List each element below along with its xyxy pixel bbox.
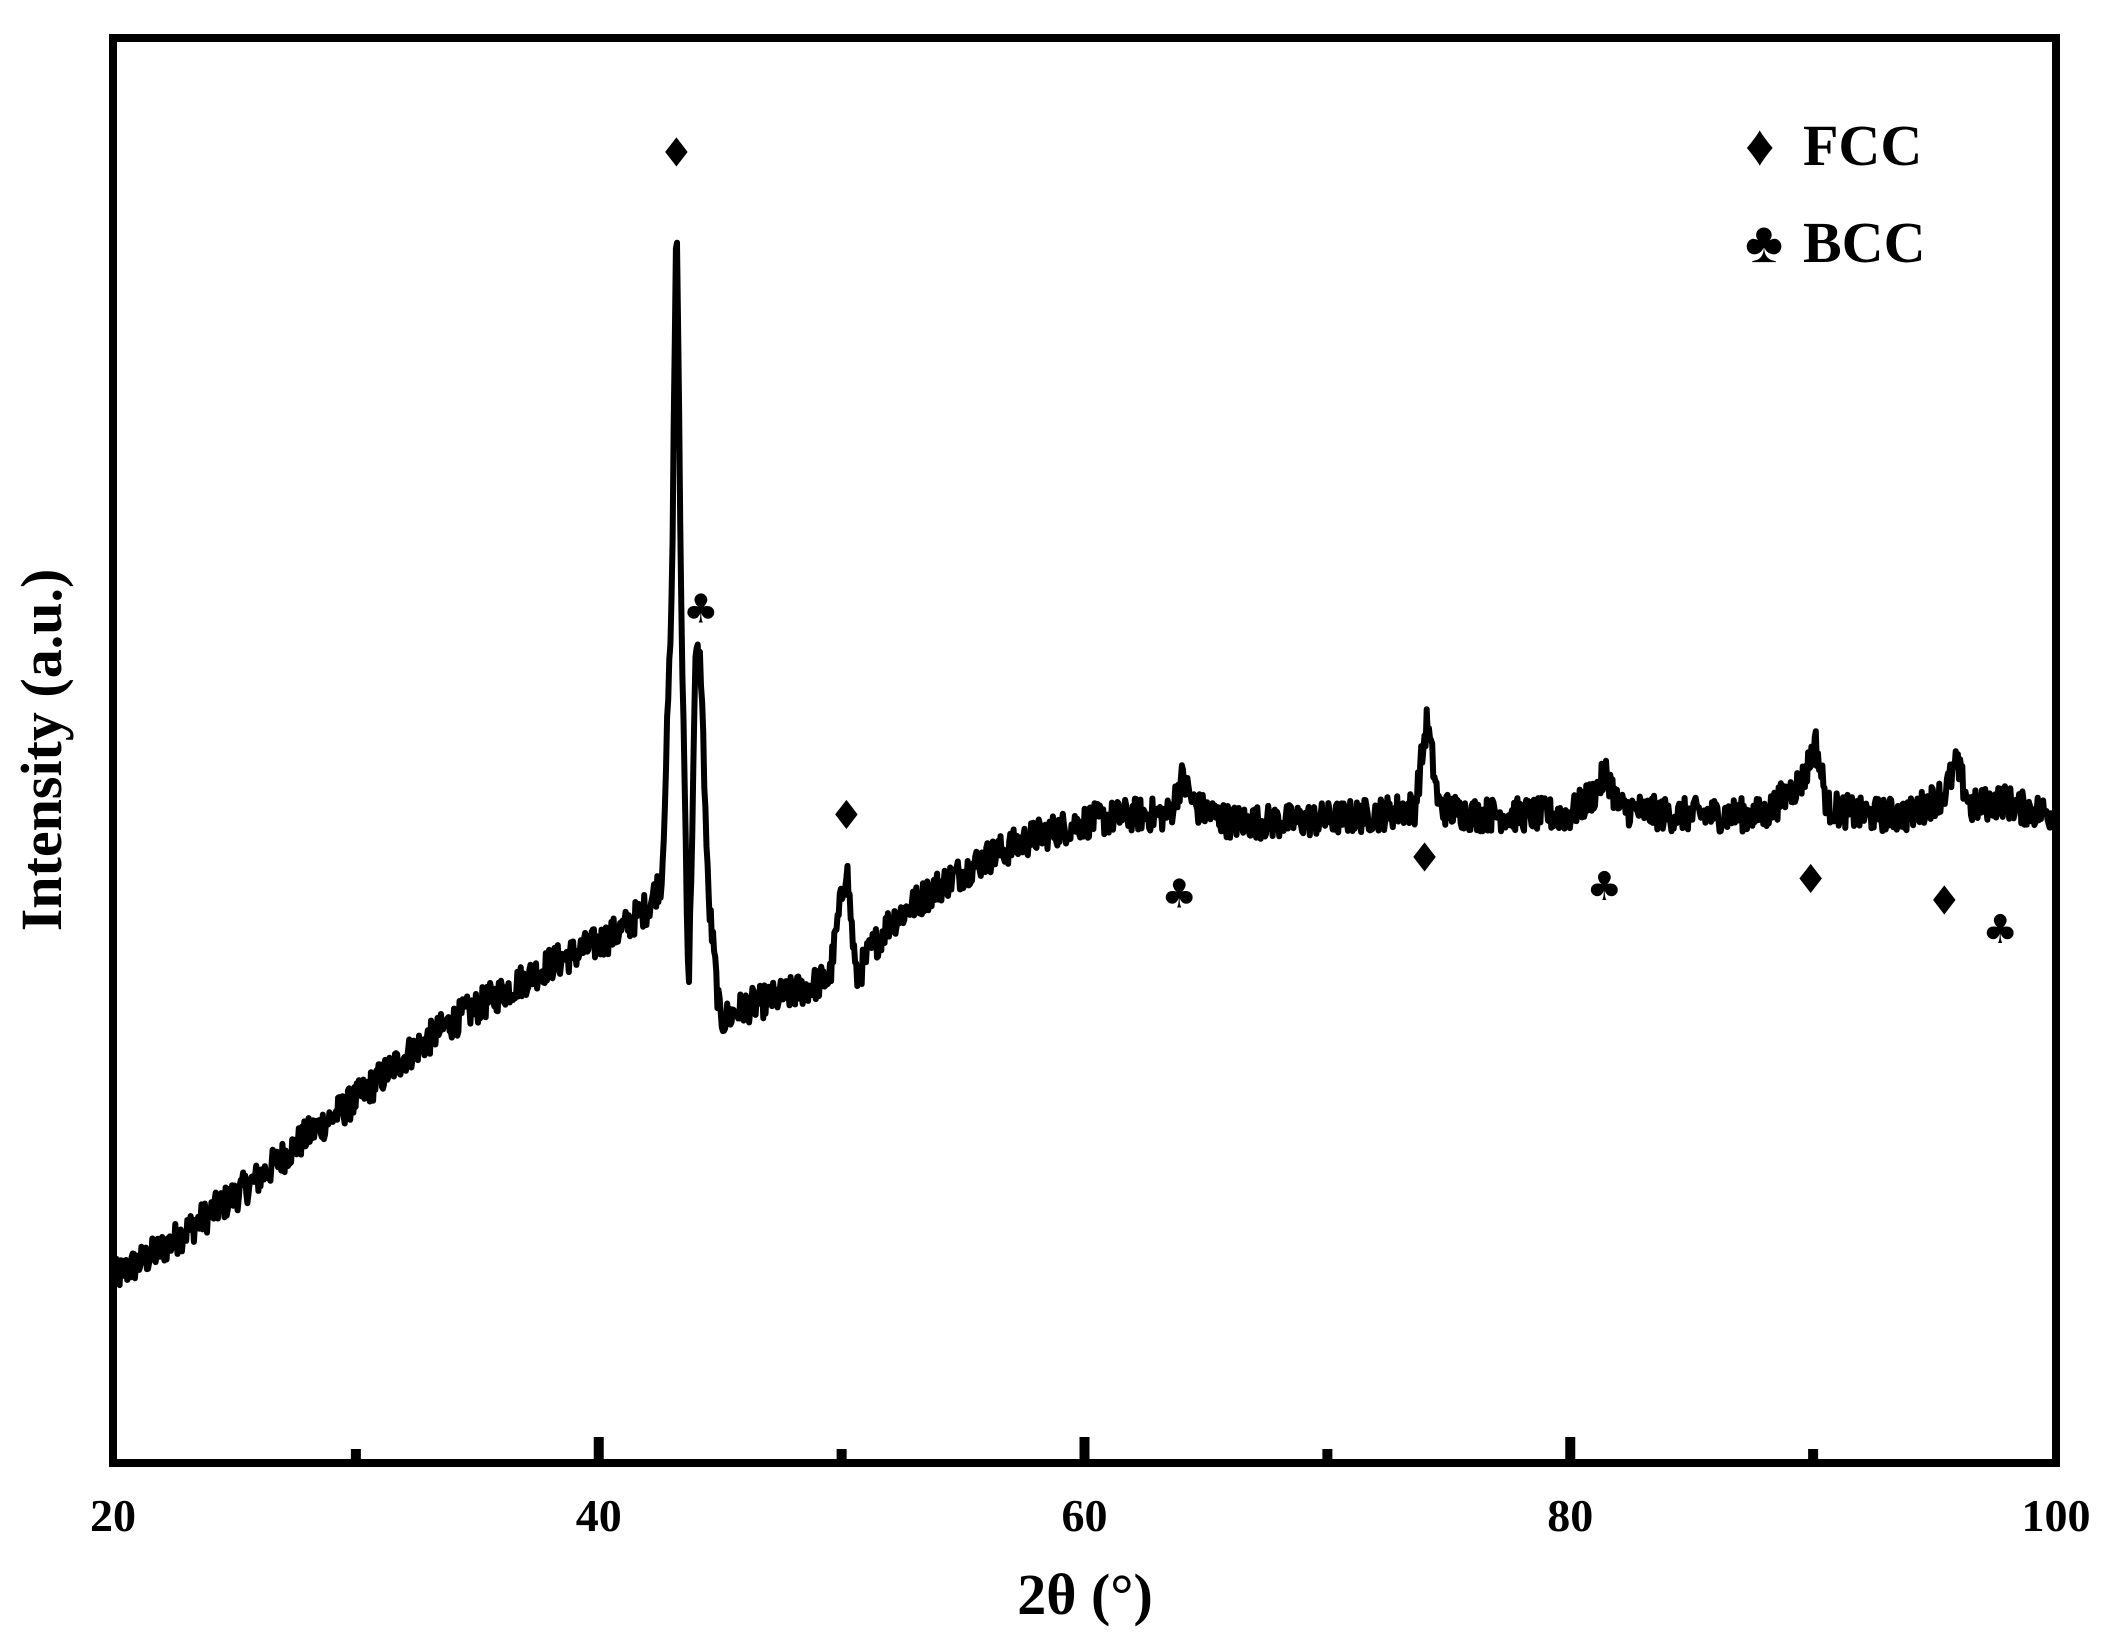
x-tick-label-100: 100: [2022, 1490, 2091, 1541]
series-line-xrd-pattern: [110, 239, 2059, 1289]
legend-fcc-symbol: ♦: [1745, 113, 1775, 178]
series-layer: [110, 239, 2059, 1289]
legend-bcc-label: BCC: [1803, 210, 1925, 275]
y-axis-title: Intensity (a.u.): [9, 569, 74, 932]
peak-marker-bcc-8: ♣: [1982, 907, 2018, 953]
x-tick-label-80: 80: [1547, 1490, 1593, 1541]
x-tick-label-20: 20: [90, 1490, 136, 1541]
legend-bcc-symbol: ♣: [1745, 210, 1783, 275]
x-axis-title: 2θ (°): [1017, 1562, 1153, 1627]
peak-marker-fcc-2: ♦: [829, 793, 865, 839]
peak-marker-fcc-7: ♦: [1926, 878, 1962, 924]
legend-fcc-label: FCC: [1803, 113, 1922, 178]
peak-marker-bcc-5: ♣: [1586, 864, 1622, 910]
peak-marker-fcc-0: ♦: [659, 130, 695, 176]
peak-marker-bcc-1: ♣: [683, 586, 719, 632]
x-axis-tick-labels: 20 40 60 80 100: [90, 1490, 2091, 1541]
legend: ♦ FCC ♣ BCC: [1745, 113, 1925, 275]
phase-markers: ♦ ♣ ♦ ♣ ♦ ♣ ♦ ♦ ♣: [659, 130, 2019, 953]
x-tick-label-60: 60: [1062, 1490, 1108, 1541]
peak-marker-bcc-3: ♣: [1161, 871, 1197, 917]
x-axis-ticks: [350, 1437, 1819, 1463]
peak-marker-fcc-4: ♦: [1407, 836, 1443, 882]
x-tick-label-40: 40: [576, 1490, 622, 1541]
peak-marker-fcc-6: ♦: [1793, 857, 1829, 903]
